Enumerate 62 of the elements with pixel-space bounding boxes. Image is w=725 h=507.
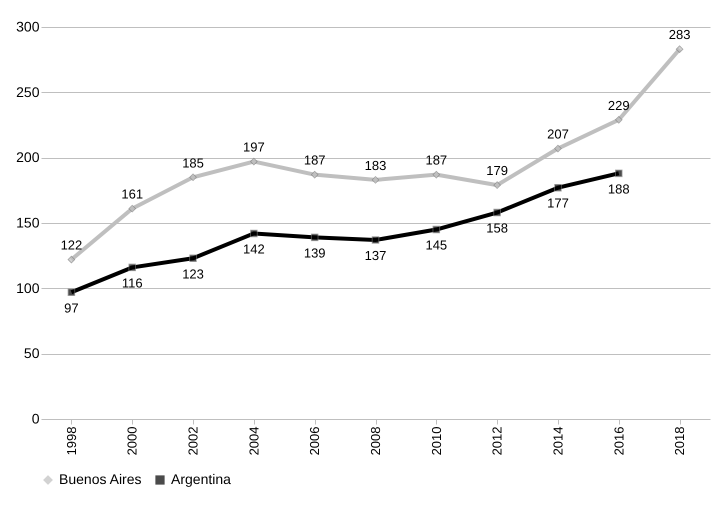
legend-label: Argentina (171, 471, 232, 487)
data-label: 185 (182, 155, 204, 170)
x-tick-label: 2018 (672, 426, 688, 456)
point (68, 288, 76, 296)
point (493, 181, 501, 189)
x-tick-label: 1998 (64, 426, 79, 456)
data-label: 177 (547, 196, 569, 211)
point (128, 204, 136, 212)
y-tick-label: 0 (32, 410, 40, 426)
x-tick-label: 2016 (611, 426, 626, 456)
y-tick-label: 300 (16, 18, 40, 34)
data-label: 179 (486, 163, 508, 178)
data-label: 142 (243, 241, 265, 256)
data-label: 187 (304, 152, 326, 168)
y-tick-label: 200 (16, 149, 40, 166)
data-label: 283 (668, 27, 690, 42)
point (372, 236, 380, 244)
x-tick-label: 2002 (186, 426, 201, 456)
data-label: 161 (121, 186, 144, 202)
data-label: 145 (425, 238, 448, 253)
x-tick-label: 2006 (307, 426, 322, 456)
data-label: 158 (486, 220, 508, 236)
data-label: 183 (364, 158, 386, 173)
point (310, 234, 318, 242)
point (432, 170, 440, 178)
point (676, 45, 684, 53)
point (372, 176, 380, 184)
point (432, 226, 440, 234)
point (189, 254, 197, 262)
point (615, 116, 623, 124)
y-tick-label: 250 (16, 84, 40, 100)
y-tick-label: 50 (24, 345, 40, 362)
point (615, 170, 623, 178)
x-tick-label: 2014 (550, 426, 566, 456)
point (250, 158, 258, 166)
x-tick-label: 2000 (124, 426, 140, 456)
data-label: 207 (547, 126, 569, 142)
point (310, 170, 318, 178)
data-label: 229 (608, 98, 630, 113)
data-label: 188 (608, 181, 630, 196)
point (554, 144, 562, 152)
y-tick-label: 100 (16, 280, 40, 296)
data-label: 122 (60, 238, 82, 253)
x-tick-label: 2004 (246, 426, 262, 456)
legend-label: Buenos Aires (59, 471, 142, 487)
data-label: 187 (425, 152, 448, 168)
point (250, 230, 258, 238)
point (68, 256, 76, 264)
data-label: 137 (364, 248, 386, 263)
point (493, 208, 501, 216)
x-tick-label: 2010 (428, 426, 444, 456)
data-label: 139 (304, 245, 326, 260)
x-tick-label: 2012 (490, 426, 505, 456)
data-label: 197 (243, 140, 265, 155)
data-label: 97 (64, 300, 79, 316)
point (128, 264, 136, 272)
point (554, 184, 562, 192)
data-label: 116 (122, 275, 143, 290)
y-tick-label: 150 (16, 214, 40, 230)
x-tick-label: 2008 (368, 426, 383, 456)
point (189, 174, 197, 182)
data-label: 123 (182, 266, 204, 282)
